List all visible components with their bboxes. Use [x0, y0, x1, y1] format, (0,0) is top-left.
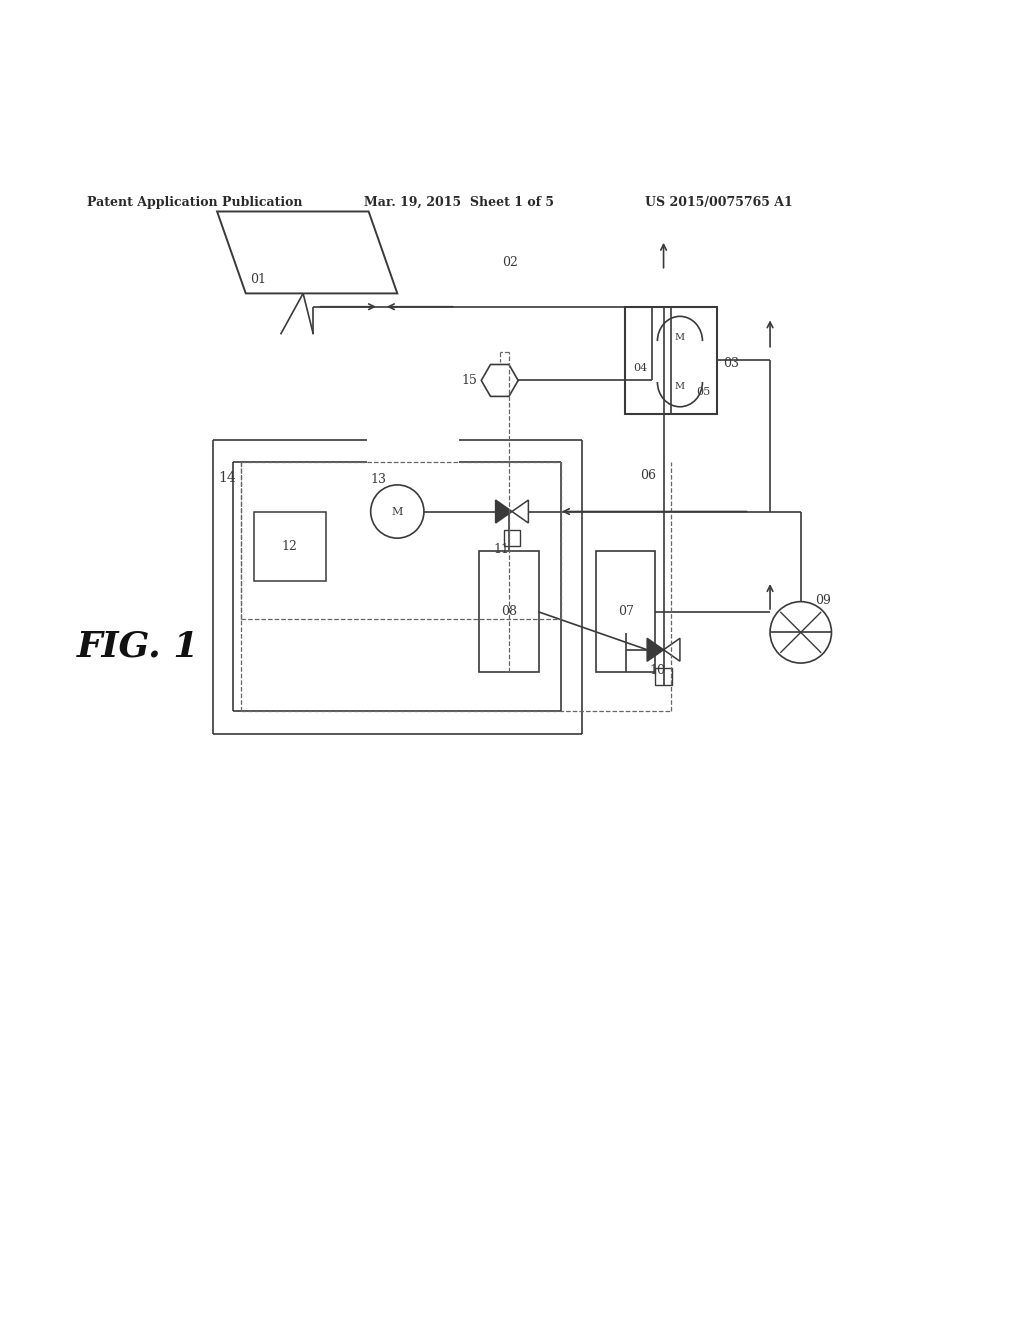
Polygon shape	[217, 211, 397, 293]
Polygon shape	[512, 500, 528, 523]
Text: 09: 09	[815, 594, 831, 607]
Text: 08: 08	[501, 606, 517, 618]
Text: US 2015/0075765 A1: US 2015/0075765 A1	[645, 195, 793, 209]
Text: 10: 10	[649, 664, 666, 677]
Text: M: M	[675, 381, 685, 391]
Text: 06: 06	[640, 469, 656, 482]
Text: 14: 14	[218, 471, 236, 484]
Text: 02: 02	[502, 256, 518, 269]
Text: 05: 05	[696, 387, 711, 397]
Polygon shape	[647, 639, 664, 661]
Text: Mar. 19, 2015  Sheet 1 of 5: Mar. 19, 2015 Sheet 1 of 5	[364, 195, 554, 209]
Text: FIG. 1: FIG. 1	[77, 630, 200, 663]
Circle shape	[770, 602, 831, 663]
Polygon shape	[496, 500, 512, 523]
Text: 01: 01	[250, 272, 266, 285]
Bar	[596, 552, 655, 672]
Text: 13: 13	[371, 474, 387, 486]
Text: 12: 12	[282, 540, 298, 553]
Bar	[504, 529, 520, 546]
Bar	[655, 668, 672, 685]
Text: 07: 07	[617, 606, 634, 618]
Bar	[479, 552, 539, 672]
Text: 03: 03	[723, 356, 739, 370]
Text: 15: 15	[461, 374, 477, 387]
Text: M: M	[675, 333, 685, 342]
Bar	[625, 306, 717, 414]
Text: 11: 11	[494, 543, 510, 556]
Text: Patent Application Publication: Patent Application Publication	[87, 195, 302, 209]
Circle shape	[371, 484, 424, 539]
Polygon shape	[664, 639, 680, 661]
Text: M: M	[391, 507, 403, 516]
Bar	[254, 512, 326, 581]
Text: 04: 04	[633, 363, 647, 374]
